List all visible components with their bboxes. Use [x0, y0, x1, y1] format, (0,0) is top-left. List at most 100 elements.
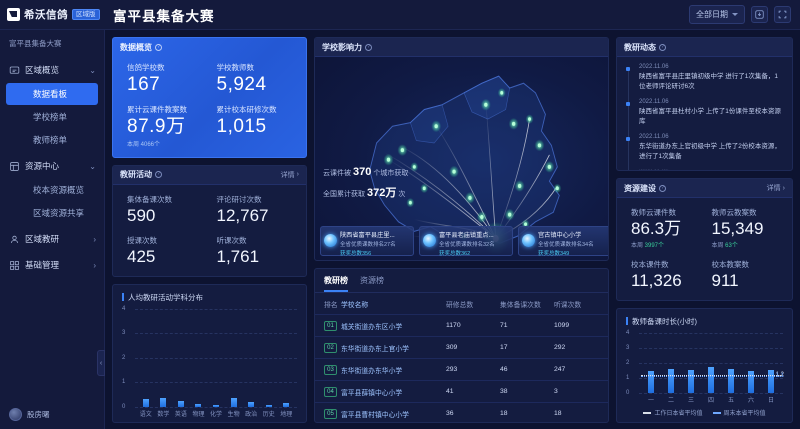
feed-text: 东华街道办东上官初级中学 上传了2份校本资源，进行了1次集备 — [639, 143, 781, 161]
stat-label: 集体备课次数 — [127, 194, 172, 204]
cell-total: 309 — [446, 336, 500, 359]
stat-value: 911 — [711, 270, 739, 290]
sidebar-item-school-resource-overview[interactable]: 校本资源概览 — [33, 185, 85, 195]
activity-card: 教研活动 ? 详情 › 集体备课次数 590 评论研讨次数 — [112, 164, 307, 277]
fullscreen-icon[interactable] — [774, 6, 791, 23]
chart-bar-column[interactable] — [225, 309, 243, 407]
chart-bar-column[interactable] — [721, 333, 741, 393]
cell-prep: 71 — [500, 314, 554, 337]
feed-item[interactable]: 2022.11.06 陕西省富平县杜村小学 上传了1份课件至校本资源库 — [625, 99, 784, 134]
chart-gridline — [135, 382, 297, 384]
feed-item[interactable]: 2022.11.06 — [625, 169, 784, 170]
help-icon[interactable]: ? — [659, 184, 666, 192]
map-canvas[interactable]: 云课件被 370 个城市获取 全国累计获取 372万次 陕西省富平县庄里... 全省优… — [315, 57, 608, 260]
stat-label: 信鸽学校数 — [127, 63, 165, 72]
chart-bar-column[interactable] — [278, 309, 296, 407]
user-profile[interactable]: 股房曙 — [0, 408, 104, 429]
chart-bar — [213, 405, 220, 407]
chart-bar-column[interactable] — [741, 333, 761, 393]
sidebar-collapse-toggle[interactable]: ‹ — [97, 350, 105, 376]
download-icon[interactable] — [751, 6, 768, 23]
stat-item: 教师云课件数 86.3万 本周 3997个 — [631, 207, 712, 249]
stat-value: 5,924 — [216, 74, 267, 95]
sidebar-item-area-research[interactable]: 区域教研 › — [0, 227, 104, 251]
chart-y-tick: 1 — [122, 379, 126, 386]
sidebar-item-school-ranking[interactable]: 学校榜单 — [33, 112, 68, 122]
cell-school[interactable]: 东华街道办东华小学 — [341, 358, 446, 381]
school-card[interactable]: 陕西省富平县庄里... 全省优质课数排名27名 获奖总数356 — [320, 226, 414, 256]
chart-bar-column[interactable] — [701, 333, 721, 393]
tab-resource-ranking[interactable]: 资源榜 — [360, 276, 384, 285]
legend-swatch — [712, 411, 721, 414]
tab-research-ranking[interactable]: 教研榜 — [324, 275, 348, 292]
activity-more-link[interactable]: 详情 › — [281, 170, 299, 180]
table-row[interactable]: 01 城关街道办东区小学 1170 71 1099 — [315, 314, 608, 337]
legend-item[interactable]: 工作日本省平均值 — [643, 408, 703, 417]
stat-value: 425 — [127, 246, 156, 266]
resource-stats: 教师云课件数 86.3万 本周 3997个 教师云教案数 15,349 本周 6… — [617, 198, 792, 300]
chart-gridline — [639, 347, 783, 349]
feed-item[interactable]: 2022.11.06 东华街道办东上官初级中学 上传了2份校本资源，进行了1次集备 — [625, 134, 784, 169]
prep-duration-chart-card: 教师备课时长(小时) 0 1 2 3 4 1.2 1.1 一 二 三 四 五 六 日 工作日本省平均值 周… — [616, 307, 793, 423]
legend-item[interactable]: 周末本省平均值 — [712, 408, 766, 417]
table-row[interactable]: 03 东华街道办东华小学 293 46 247 — [315, 358, 608, 381]
table-row[interactable]: 05 富平县曹村镇中心小学 36 18 18 — [315, 402, 608, 422]
chart-bar-column[interactable] — [661, 333, 681, 393]
sidebar-item-basic-management[interactable]: 基础管理 › — [0, 253, 104, 277]
stat-item: 学校教师数 5,924 — [217, 62, 307, 95]
cell-school[interactable]: 东华街道办东上官小学 — [341, 336, 446, 359]
activity-header: 教研活动 ? 详情 › — [113, 165, 306, 185]
sidebar-item-teacher-ranking[interactable]: 教师榜单 — [33, 135, 68, 145]
chart-bar-column[interactable] — [242, 309, 260, 407]
chart-bar-column[interactable] — [137, 309, 155, 407]
chart-bar-column[interactable] — [260, 309, 278, 407]
chart-x-label: 化学 — [210, 412, 223, 418]
date-filter-select[interactable]: 全部日期 — [689, 5, 745, 24]
nav-group-basic-management: 基础管理 › — [0, 253, 104, 277]
school-card-name: 富平县老庙镇重点... — [439, 232, 494, 239]
sidebar-item-area-overview[interactable]: 区域概览 ⌄ — [0, 58, 104, 82]
chart-legend: 工作日本省平均值 周末本省平均值 — [617, 408, 792, 422]
column-header-total: 研修总数 — [446, 302, 474, 309]
chart-bar-column[interactable] — [172, 309, 190, 407]
chart-y-tick: 3 — [122, 330, 126, 337]
help-icon[interactable]: ? — [155, 44, 162, 51]
column-header-prep: 集体备课次数 — [500, 302, 541, 309]
chart-bar-column[interactable] — [190, 309, 208, 407]
chart-title: 人均教研活动学科分布 — [113, 285, 306, 303]
stat-value: 12,767 — [216, 205, 269, 225]
map-stats: 云课件被 370 个城市获取 全国累计获取 372万次 — [323, 162, 408, 204]
sidebar-item-resource-center[interactable]: 资源中心 ⌄ — [0, 154, 104, 178]
chart-bar-column[interactable] — [761, 333, 781, 393]
activity-stats: 集体备课次数 590 评论研讨次数 12,767 授课次数 425 听课次数 — [113, 185, 306, 276]
feed-item[interactable]: 2022.11.06 陕西省富平县庄里镇初级中学 进行了1次集备，1位老师评论研讨… — [625, 64, 784, 99]
table-row[interactable]: 04 富平县薛镇中心小学 41 38 3 — [315, 380, 608, 403]
sidebar-item-area-resource-share[interactable]: 区域资源共享 — [33, 208, 85, 218]
brand-logo[interactable]: 希沃信鸽 区域版 — [0, 0, 105, 30]
chart-gridline — [135, 333, 297, 335]
school-card[interactable]: 富平县老庙镇重点... 全省优质课数排名32名 获奖总数362 — [419, 226, 513, 256]
map-stat-total: 全国累计获取 372万次 — [323, 183, 408, 204]
school-card[interactable]: 宫古镇中心小学 全省优质课数排名34名 获奖总数349 — [518, 226, 608, 256]
stat-sub: 本周 63个 — [712, 240, 793, 249]
table-row[interactable]: 02 东华街道办东上官小学 309 17 292 — [315, 336, 608, 359]
chart-bar-column[interactable] — [681, 333, 701, 393]
cell-rank: 03 — [315, 358, 341, 381]
resource-more-link[interactable]: 详情 › — [767, 183, 785, 193]
ranking-table: 排名 学校名称 研修总数 集体备课次数 听课次数 01 城关街道办东区小学 1170… — [315, 293, 608, 422]
stat-label: 教师云课件数 — [631, 208, 676, 217]
chart-bar-column[interactable] — [207, 309, 225, 407]
cell-school[interactable]: 富平县薛镇中心小学 — [341, 380, 446, 403]
chart-bar-column[interactable] — [641, 333, 661, 393]
stat-label: 累计校本研修次数 — [216, 104, 277, 114]
help-icon[interactable]: ? — [365, 43, 372, 51]
sidebar-item-data-board[interactable]: 数据看板 — [6, 83, 98, 105]
feed-date: 2022.11.06 — [639, 134, 669, 141]
feed-list[interactable]: 2022.11.06 陕西省富平县庄里镇初级中学 进行了1次集备，1位老师评论研讨… — [617, 57, 792, 170]
chart-bar-column[interactable] — [155, 309, 173, 407]
cell-school[interactable]: 城关街道办东区小学 — [341, 314, 446, 337]
help-icon[interactable]: ? — [155, 171, 162, 179]
help-icon[interactable]: ? — [659, 43, 666, 51]
cell-school[interactable]: 富平县曹村镇中心小学 — [341, 402, 446, 422]
